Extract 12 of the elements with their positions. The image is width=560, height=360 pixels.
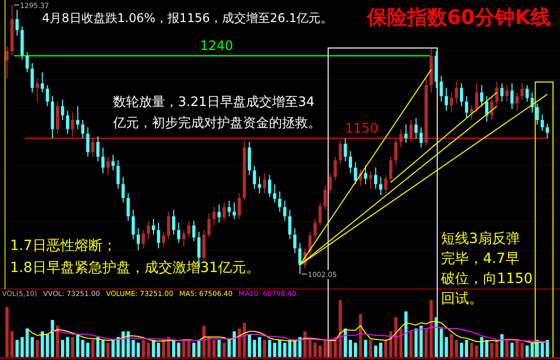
annotation: 完毕，4.7早	[441, 251, 520, 267]
ref-line-label: 1150	[345, 121, 378, 136]
annotation: 1.7日恶性熔断；	[10, 238, 116, 254]
annotation: 亿元，初步完成对护盘资金的拯救。	[112, 115, 321, 131]
annotation: 破位，向1150	[440, 271, 533, 287]
ref-line-label: 1240	[200, 38, 234, 54]
chart-title: 保险指数60分钟K线	[366, 5, 550, 29]
annotation: 回试。	[441, 291, 483, 307]
annotation: 短线3扇反弹	[441, 231, 520, 247]
annotation: 4月8日收盘跌1.06%，报1156，成交增至26.1亿元。	[42, 11, 333, 25]
annotation: 1.8日早盘紧急护盘，成交激增31亿元。	[10, 260, 260, 276]
annotation: 数轮放量，3.21日早盘成交增至34	[113, 94, 314, 110]
